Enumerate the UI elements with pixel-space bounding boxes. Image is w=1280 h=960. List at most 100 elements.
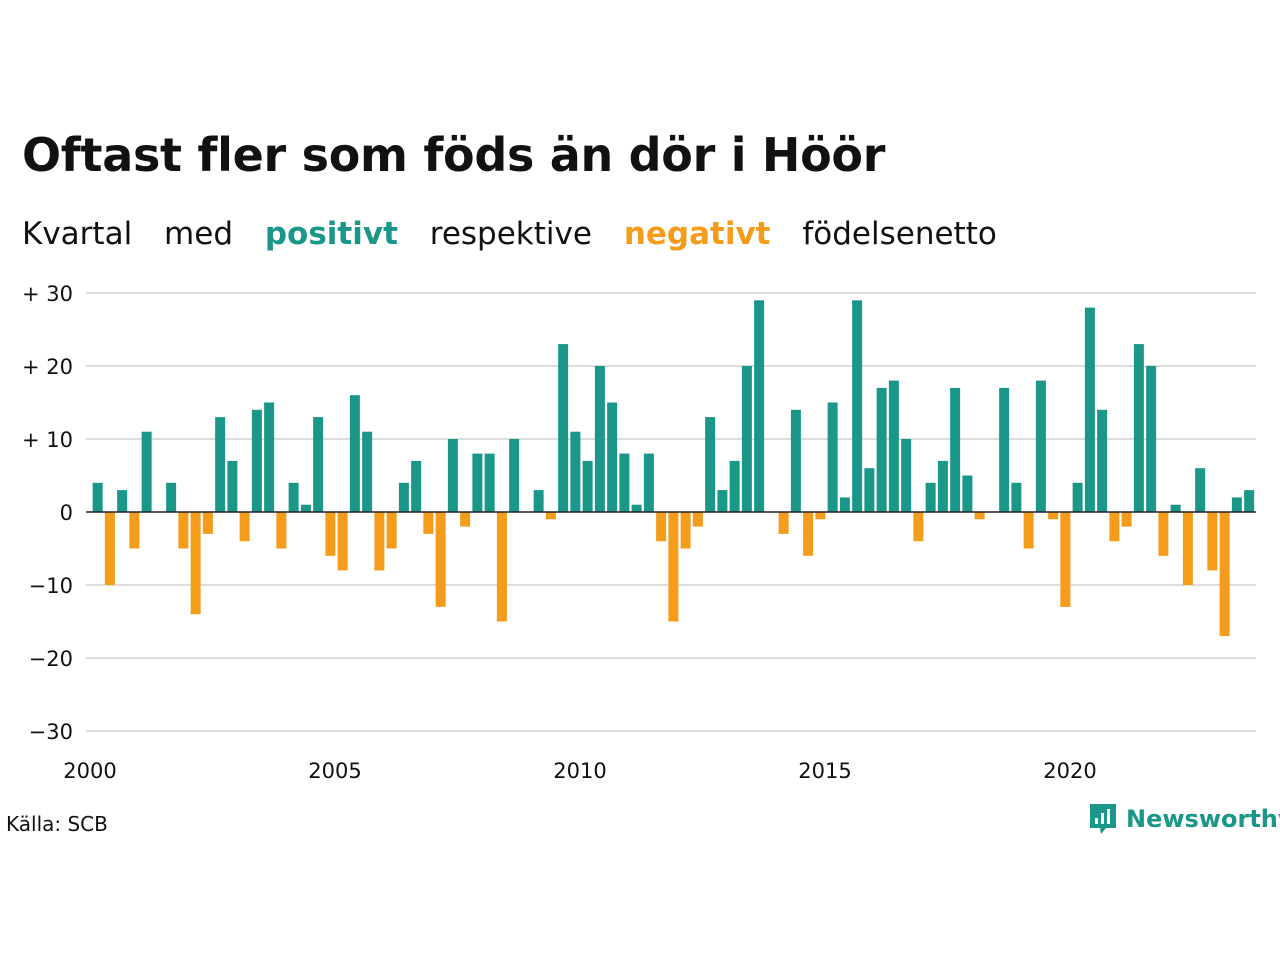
x-tick-label: 2020 [1043,759,1096,783]
bar-positive [582,460,593,512]
x-tick-label: 2015 [798,759,851,783]
bar-negative [325,512,336,556]
bar-positive [1195,468,1206,512]
bar-negative [178,512,189,549]
subtitle-word: med [164,216,233,252]
chart-subtitle: Kvartal med positivt respektive negativt… [22,216,1019,252]
bar-negative [1158,512,1169,556]
bar-positive [1072,482,1083,512]
bar-positive [411,460,422,512]
bar-negative [496,512,507,622]
bar-positive [141,431,152,512]
subtitle-word: födelsenetto [802,216,997,252]
bar-positive [950,387,961,512]
bar-positive [117,490,128,512]
newsworthy-logo[interactable]: Newsworthy [1088,802,1280,836]
bar-positive [852,300,863,512]
bar-positive [264,402,275,512]
bar-positive [349,395,360,512]
bar-negative [778,512,789,534]
bar-negative [386,512,397,549]
bar-positive [962,475,973,512]
bar-negative [1048,512,1059,520]
legend-positive: positivt [264,216,398,252]
bar-negative [1207,512,1218,571]
x-axis-labels: 2000 2005 2010 2015 2020 [63,759,1096,783]
bar-positive [925,482,936,512]
subtitle-word: Kvartal [22,216,133,252]
bar-positive [558,344,569,512]
y-tick-label: + 30 [22,282,73,306]
bar-negative [692,512,703,527]
bar-negative [435,512,446,607]
bar-negative [460,512,471,527]
bar-positive [288,482,299,512]
bar-positive [251,409,262,512]
bar-positive [1231,497,1242,512]
x-tick-label: 2000 [63,759,116,783]
bar-positive [1146,366,1157,512]
brand-name: Newsworthy [1126,805,1280,833]
bar-positive [570,431,581,512]
bar-positive [999,387,1010,512]
bars [92,300,1255,637]
bar-positive [362,431,373,512]
bar-positive [472,453,483,512]
bar-positive [1170,504,1181,512]
newsworthy-icon [1090,804,1116,834]
bar-positive [827,402,838,512]
bar-positive [1084,307,1095,512]
bar-negative [656,512,667,542]
bar-negative [374,512,385,571]
bar-positive [313,417,324,512]
bar-positive [509,439,520,512]
bar-negative [1109,512,1120,542]
bar-positive [888,380,899,512]
bar-negative [202,512,213,534]
bar-positive [300,504,311,512]
bar-positive [643,453,654,512]
bar-negative [545,512,556,520]
bar-negative [276,512,287,549]
bar-positive [447,439,458,512]
bar-positive [790,409,801,512]
bar-positive [876,387,887,512]
bar-positive [741,366,752,512]
source-note: Källa: SCB [6,812,108,836]
bar-positive [227,460,238,512]
bar-positive [533,490,544,512]
bar-positive [594,366,605,512]
y-tick-label: −30 [29,720,73,744]
bar-positive [901,439,912,512]
bar-negative [1219,512,1230,637]
bar-positive [754,300,765,512]
bar-negative [815,512,826,520]
bar-positive [1244,490,1255,512]
bar-positive [619,453,630,512]
x-tick-label: 2005 [308,759,361,783]
bar-positive [92,482,103,512]
y-tick-label: + 20 [22,355,73,379]
bar-negative [974,512,985,520]
bar-positive [1011,482,1022,512]
bar-negative [190,512,201,615]
bar-negative [680,512,691,549]
bar-positive [717,490,728,512]
bar-positive [864,468,875,512]
bar-negative [104,512,115,585]
bar-positive [398,482,409,512]
bar-positive [705,417,716,512]
bar-negative [1060,512,1071,607]
bar-negative [1182,512,1193,585]
bar-negative [803,512,814,556]
subtitle-word: respektive [429,216,592,252]
bar-positive [839,497,850,512]
y-axis-labels: + 30 + 20 + 10 0 −10 −20 −30 [22,282,73,744]
bar-positive [484,453,495,512]
bar-positive [166,482,177,512]
bar-positive [729,460,740,512]
y-tick-label: −10 [29,574,73,598]
bar-negative [239,512,250,542]
bar-positive [215,417,226,512]
